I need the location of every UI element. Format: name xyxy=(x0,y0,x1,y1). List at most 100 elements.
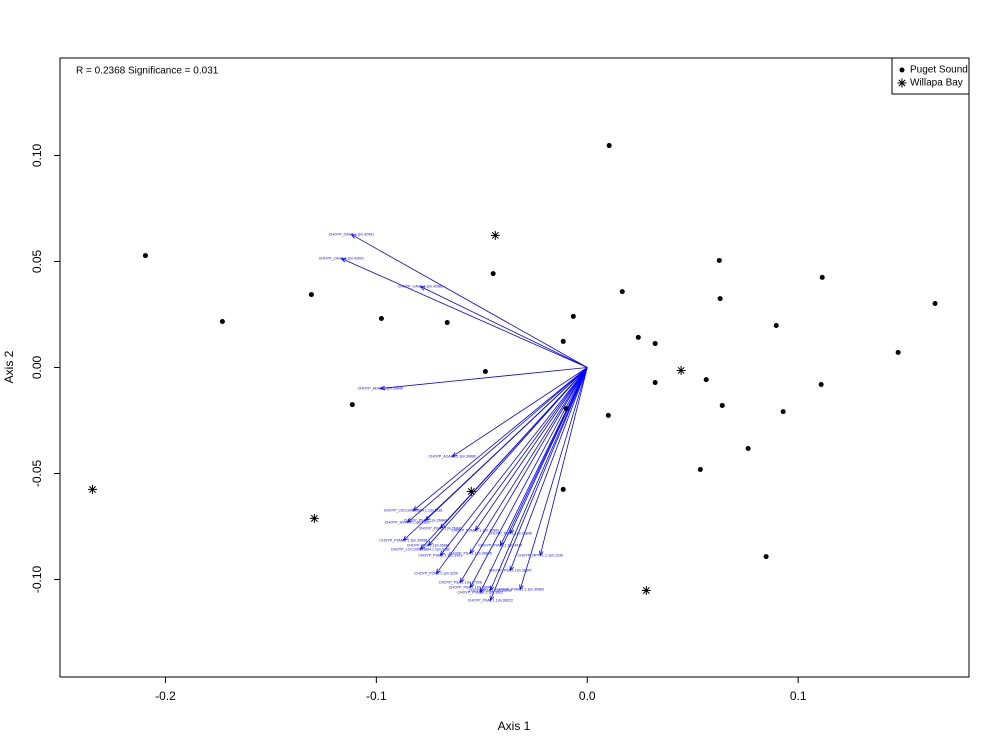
point xyxy=(895,349,901,355)
arrow-label: CHOYP_MPTTL.1.1|m.1230 xyxy=(517,553,562,557)
point xyxy=(652,380,658,386)
point xyxy=(719,402,725,408)
y-tick-label: 0.00 xyxy=(30,355,44,379)
plot-frame xyxy=(59,57,970,678)
arrow xyxy=(479,367,588,594)
arrow xyxy=(419,286,588,368)
arrow-label: CHOYP_PSMB.1.1|m.3301 xyxy=(418,553,462,557)
point xyxy=(780,409,786,415)
point xyxy=(560,338,566,344)
arrow xyxy=(474,367,588,532)
arrow xyxy=(489,367,588,602)
arrow xyxy=(519,367,588,591)
arrow-label: CHOYP_PSA.1.1|m.26843 xyxy=(449,585,492,589)
point xyxy=(819,274,825,280)
legend-marker xyxy=(897,78,907,88)
point xyxy=(641,586,651,596)
point xyxy=(490,271,496,277)
point xyxy=(763,554,769,560)
arrow xyxy=(435,367,588,575)
arrow-label: CHOYP_LOC100893884.1.1|m.5181 xyxy=(384,509,443,513)
point xyxy=(676,365,686,375)
point xyxy=(466,487,476,497)
arrow-label: CHOYP_PSA.1.1|m.26842 xyxy=(407,544,450,548)
point xyxy=(717,296,723,302)
x-tick-label: -0.1 xyxy=(366,689,387,703)
arrow xyxy=(489,367,588,592)
point xyxy=(703,377,709,383)
arrow-label: CHOYP_HSP70.1.1|m.1822 xyxy=(385,520,430,524)
arrow-label: CHOYP_PSA.1.1|m.26847 xyxy=(489,569,532,573)
y-tick-label: -0.05 xyxy=(30,459,44,487)
arrow-label: CHOYP_PSA.1.1|m.26840 xyxy=(404,519,447,523)
arrow xyxy=(406,367,588,524)
arrow xyxy=(509,367,588,572)
arrow xyxy=(412,367,588,512)
point xyxy=(490,230,500,240)
point xyxy=(563,406,569,412)
point xyxy=(219,318,225,324)
point xyxy=(349,402,355,408)
arrow-label: CHOYP_PSMA3.1.1|m.30962 xyxy=(496,587,544,591)
arrow xyxy=(350,234,588,368)
arrow-label: CHOYP_LOC100893884.1.1|m.5182 xyxy=(391,547,450,551)
point xyxy=(482,369,488,375)
legend-label: Willapa Bay xyxy=(910,78,963,89)
x-axis-label: Axis 1 xyxy=(498,719,531,733)
legend-label: Puget Sound xyxy=(910,65,968,76)
arrow-label: CHOYP_PSA.1.1|m.27206 xyxy=(439,580,482,584)
arrow xyxy=(340,258,588,368)
point xyxy=(818,381,824,387)
y-tick-label: -0.10 xyxy=(30,565,44,593)
arrow xyxy=(539,367,588,557)
y-tick-label: 0.10 xyxy=(30,144,44,168)
point xyxy=(378,316,384,322)
point xyxy=(773,323,779,329)
arrow xyxy=(451,367,588,458)
arrow-label: CHOYP_PSA.1.1|m.26846 xyxy=(489,531,532,535)
arrow-label: CHOYP_PSA.1.1|m.26844 xyxy=(469,588,512,592)
arrow-label: CHOYP_CAH2.1.1|m.42991 xyxy=(329,233,374,237)
point xyxy=(716,257,722,263)
arrow xyxy=(419,367,588,551)
point xyxy=(619,289,625,295)
arrow xyxy=(469,367,588,589)
arrow-label: CHOYP_CAH2.1.1|m.42981 xyxy=(398,284,443,288)
arrow-label: CHOYP_PCKB.1.1|m.3220 xyxy=(415,572,458,576)
point xyxy=(142,253,148,259)
annotation: R = 0.2368 Significance = 0.031 xyxy=(76,66,219,77)
arrow-label: CHOYP_ACAA2.1.1|m.39680 xyxy=(429,454,476,458)
point xyxy=(652,341,658,347)
x-tick-label: 0.0 xyxy=(579,689,596,703)
point xyxy=(605,412,611,418)
point xyxy=(635,334,641,340)
y-tick-label: 0.05 xyxy=(30,250,44,274)
point xyxy=(570,313,576,319)
point xyxy=(308,292,314,298)
arrow-label: CHOYP_PSA.1.1|m.26845 xyxy=(449,551,492,555)
point xyxy=(606,143,612,149)
x-tick-label: 0.1 xyxy=(790,689,807,703)
y-axis-label: Axis 2 xyxy=(2,350,16,383)
arrow xyxy=(459,367,588,584)
x-tick-label: -0.2 xyxy=(155,689,176,703)
arrow xyxy=(427,367,588,547)
arrow-label: CHOYP_PSA1.1.1|m.36223 xyxy=(468,598,513,602)
arrow-label: CHOYP_CAH2.1.1|m.43091 xyxy=(319,256,364,260)
arrow xyxy=(469,367,588,555)
arrow-label: CHOYP_ADA6.1.1|m.35649 xyxy=(358,386,403,390)
point xyxy=(697,466,703,472)
arrow-label: CHOYP_PSMD.1.1|m.4410 xyxy=(478,544,522,548)
arrow-label: CHOYP_PSMA1.1.1|m.30958 xyxy=(379,538,427,542)
arrow xyxy=(439,367,588,557)
point xyxy=(932,300,938,306)
point xyxy=(444,320,450,326)
arrow-label: CHOYP_PSMB2.1.1|m.3302 xyxy=(457,590,503,594)
legend-marker xyxy=(899,67,905,73)
point xyxy=(309,513,319,523)
arrow-label: CHOYP_PSMA2.1.1|m.30960 xyxy=(451,528,499,532)
point xyxy=(87,484,97,494)
arrow xyxy=(379,367,588,391)
point xyxy=(560,486,566,492)
